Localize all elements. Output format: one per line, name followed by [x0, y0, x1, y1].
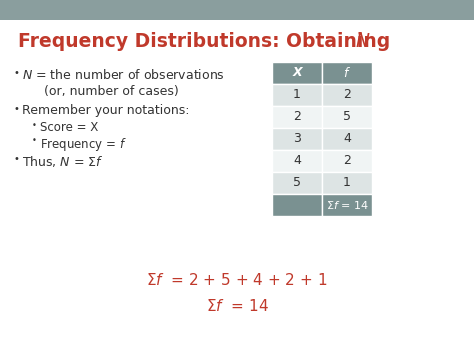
Text: 2: 2 [343, 88, 351, 101]
Text: Thus, $\mathit{N}$ = $\Sigma\mathit{f}$: Thus, $\mathit{N}$ = $\Sigma\mathit{f}$ [22, 153, 104, 169]
Bar [322, 105, 372, 127]
Text: 1: 1 [293, 88, 301, 101]
Text: 2: 2 [293, 110, 301, 123]
Text: $\Sigma f$ = 14: $\Sigma f$ = 14 [326, 198, 368, 211]
Bar [272, 149, 322, 171]
Bar [272, 83, 322, 105]
Bar [272, 127, 322, 149]
Text: 5: 5 [293, 176, 301, 189]
Bar [272, 171, 322, 193]
Text: 4: 4 [343, 132, 351, 145]
Text: 5: 5 [343, 110, 351, 123]
Text: 1: 1 [343, 176, 351, 189]
Text: Frequency = $f$: Frequency = $f$ [40, 136, 127, 153]
Text: Frequency Distributions: Obtaining: Frequency Distributions: Obtaining [18, 32, 397, 50]
Bar [322, 83, 372, 105]
Bar [322, 127, 372, 149]
Text: •: • [32, 121, 37, 130]
Text: (or, number of cases): (or, number of cases) [44, 84, 179, 98]
Bar [322, 149, 372, 171]
Text: X: X [292, 66, 302, 79]
Text: Remember your notations:: Remember your notations: [22, 104, 190, 116]
Text: 4: 4 [293, 154, 301, 167]
Text: 2: 2 [343, 154, 351, 167]
Bar [322, 193, 372, 215]
Bar [272, 61, 322, 83]
Text: $f$: $f$ [343, 66, 351, 80]
Text: $\mathit{N}$: $\mathit{N}$ [355, 32, 371, 50]
Bar [322, 61, 372, 83]
Bar [0, 0, 474, 20]
Bar [272, 105, 322, 127]
Text: •: • [32, 136, 37, 144]
Text: •: • [14, 153, 20, 164]
Text: Score = X: Score = X [40, 121, 98, 133]
Bar [272, 193, 322, 215]
Text: 3: 3 [293, 132, 301, 145]
Text: •: • [14, 104, 20, 114]
Text: $\Sigma\mathit{f}$  = 14: $\Sigma\mathit{f}$ = 14 [206, 298, 268, 314]
Bar [322, 171, 372, 193]
Text: •: • [14, 67, 20, 77]
Text: $\Sigma\mathit{f}$  = 2 + 5 + 4 + 2 + 1: $\Sigma\mathit{f}$ = 2 + 5 + 4 + 2 + 1 [146, 272, 328, 288]
Text: $\mathit{N}$ = the number of observations: $\mathit{N}$ = the number of observation… [22, 67, 225, 82]
